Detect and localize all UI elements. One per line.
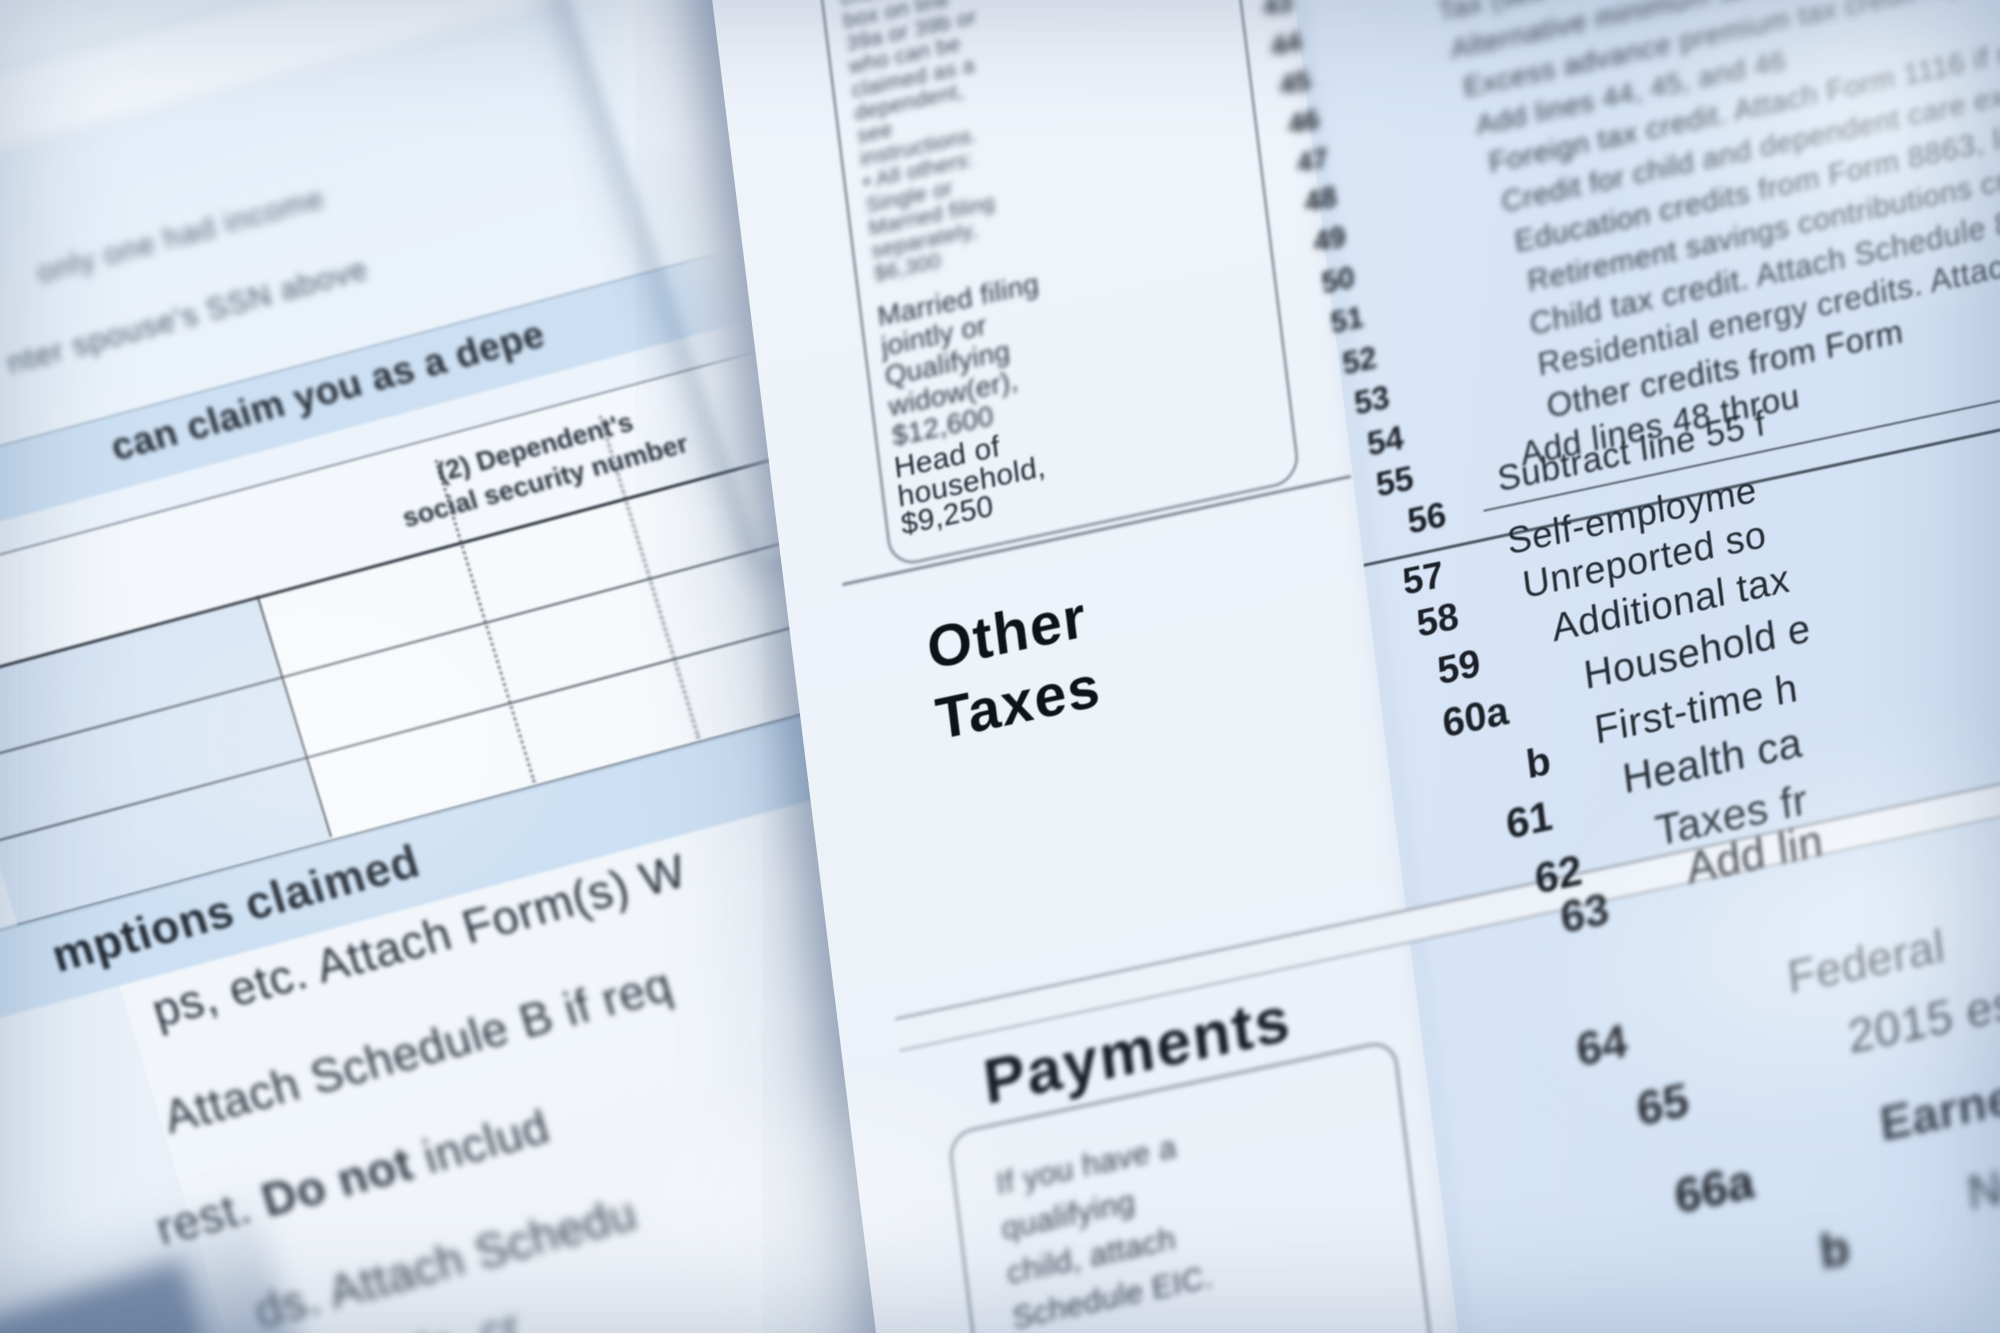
line-52-number: 52 [1340, 339, 1379, 382]
line-55-number: 55 [1373, 459, 1416, 505]
text-fragment: includ [403, 1099, 556, 1187]
line-57-number: 57 [1400, 553, 1446, 603]
line-63-number: 63 [1557, 884, 1612, 944]
line-61-number: 61 [1503, 791, 1555, 848]
line-51-number: 51 [1328, 300, 1366, 341]
form-1040-page2-sheet: Standard Deduction for— • People who che… [700, 0, 2000, 1333]
line-56-number: 56 [1405, 494, 1449, 542]
page1-refunds-text: nds, cr [373, 1299, 528, 1333]
line-59-number: 59 [1435, 641, 1483, 694]
line-49-number: 49 [1311, 220, 1348, 260]
line-46-number: 46 [1286, 102, 1321, 141]
line-64-number: 64 [1573, 1013, 1630, 1077]
line-58-number: 58 [1414, 595, 1461, 646]
line-48-number: 48 [1303, 180, 1339, 220]
line-47-number: 47 [1295, 141, 1330, 180]
line-53-number: 53 [1352, 378, 1392, 422]
line-54-number: 54 [1365, 418, 1406, 463]
text-fragment-bold: Do not [255, 1136, 419, 1227]
line-65-number: 65 [1633, 1072, 1692, 1136]
line-44-number: 44 [1268, 25, 1304, 63]
line-45-number: 45 [1277, 64, 1313, 102]
line-50-number: 50 [1319, 260, 1357, 301]
